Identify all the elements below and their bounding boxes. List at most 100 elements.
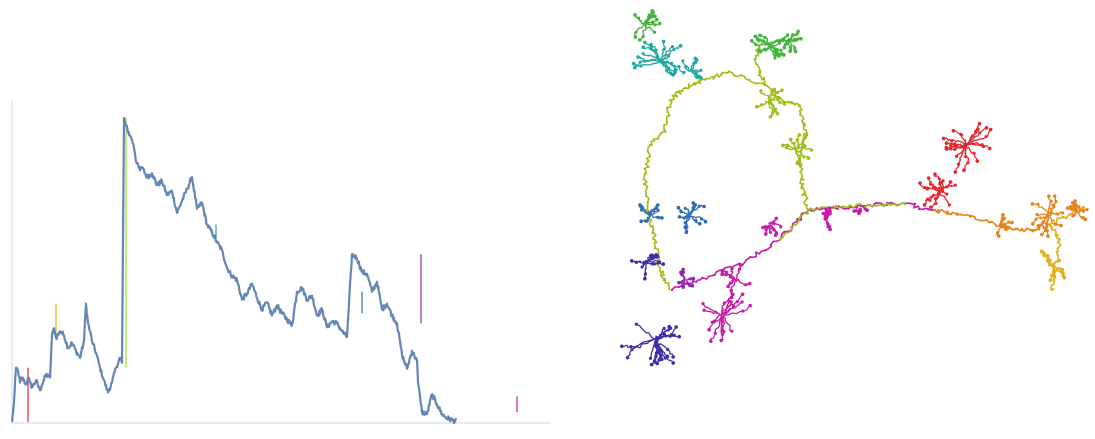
cluster-4-tip (1057, 258, 1061, 263)
cluster-18-tip (729, 289, 733, 293)
branch-yellow-tip-pt (1048, 223, 1052, 227)
branch-left-spine-pt (662, 279, 665, 282)
cluster-2-tip (1034, 217, 1038, 221)
cluster-10-tip (631, 61, 636, 66)
cluster-17-tip (730, 329, 734, 333)
branch-yellow-pt (1050, 284, 1053, 287)
branch-left-spine-pt (648, 143, 652, 147)
cluster-2-branch (1036, 213, 1049, 217)
trunk-mid-pt (803, 212, 807, 215)
branch-left-spine-pt (683, 86, 687, 90)
cluster-14-branch (691, 215, 703, 220)
cluster-14-tip (702, 204, 706, 209)
cluster-19-tip (774, 216, 779, 221)
cluster-1-branch (938, 178, 944, 192)
cluster-8-tip (768, 114, 773, 119)
trunk-upper-pt (893, 202, 896, 205)
cluster-7-branch (791, 38, 798, 43)
cluster-12-branch (682, 60, 690, 71)
branch-left-spine-pt (653, 238, 657, 242)
cluster-8-tip (771, 110, 775, 115)
branch-upper-green-pt (799, 170, 802, 173)
cluster-10-branch (658, 60, 680, 68)
cluster-16-tip (656, 349, 660, 353)
cluster-10-branch (657, 55, 670, 61)
cluster-18-tip (747, 281, 752, 286)
branch-left-spine-pt (650, 218, 653, 221)
cluster-20-tip (826, 222, 830, 226)
cluster-2-tip (1051, 203, 1055, 207)
cluster-1-tip (928, 182, 933, 186)
cluster-17-tip (709, 339, 713, 343)
cluster-17-tip (729, 295, 734, 300)
cluster-10-tip (669, 71, 673, 75)
cluster-0-tip (977, 121, 982, 126)
cluster-19-branch (763, 224, 773, 228)
cluster-15-tip (634, 260, 639, 264)
branch-to-teal-pt (696, 81, 699, 84)
cluster-10-tip (639, 64, 643, 68)
cluster-20-tip (827, 224, 832, 229)
trunk-mid-pt (778, 238, 782, 242)
trunk-violet-pt (713, 273, 716, 277)
trunk-violet (671, 201, 935, 291)
cluster-13-tip (638, 204, 643, 208)
cluster-7-tip (795, 37, 800, 41)
branch-to-teal-pt (715, 73, 718, 76)
cluster-7-tip (788, 46, 792, 50)
cluster-22-tip (688, 277, 693, 281)
branch-upper-green-pt (806, 208, 810, 212)
cluster-8-tip (780, 88, 784, 93)
trunk-orange-pt (969, 215, 972, 218)
cluster-2-tip (1049, 199, 1053, 203)
cluster-10-twig (673, 45, 681, 50)
branch-to-teal-pt (763, 83, 767, 87)
cluster-10-tip (654, 48, 658, 52)
trunk-orange-pt (937, 211, 940, 214)
trunk-violet-pt (701, 276, 704, 279)
branch-left-spine-pt (657, 252, 660, 255)
cluster-1-branch (924, 186, 941, 190)
cluster-13-tip (655, 206, 659, 211)
cluster-1-branch (930, 183, 942, 193)
cluster-15-tip (661, 262, 666, 266)
cluster-0-tip (975, 127, 980, 132)
cluster-20-tip (827, 206, 832, 211)
cluster-1-tip (937, 177, 941, 181)
trunk-violet-pt (875, 201, 878, 205)
cluster-9-tip (798, 163, 803, 167)
cluster-11-tip (637, 38, 642, 42)
cluster-15-branch (644, 259, 660, 264)
trunk-upper-pt (859, 202, 862, 206)
cluster-16-tip (655, 361, 660, 366)
cluster-22-tip (690, 283, 695, 288)
cluster-8-tip (770, 88, 774, 92)
cluster-9-tip (802, 137, 806, 141)
trunk-violet-pt (917, 207, 921, 211)
cluster-14-tip (691, 201, 696, 205)
cluster-16-branch (655, 337, 662, 356)
cluster-19-tip (772, 220, 776, 224)
trunk-upper-pt (898, 203, 901, 206)
trunk-orange (934, 208, 1051, 233)
branch-to-teal-pt (720, 72, 723, 75)
cluster-16-tip (629, 344, 633, 349)
branch-left-spine-pt (672, 98, 675, 101)
cluster-14-tip (691, 206, 695, 210)
cluster-18-tip (730, 267, 734, 271)
cluster-17-tip (740, 292, 745, 297)
cluster-16-tip (620, 344, 624, 349)
branch-yellow-tip-pt (1071, 211, 1074, 215)
cluster-7-tip (783, 42, 788, 47)
cluster-7-tip (791, 33, 795, 37)
branch-yellow-pt (1056, 241, 1059, 244)
branch-upper-green-pt (801, 193, 804, 197)
trunk-orange-pt (1033, 229, 1036, 232)
cluster-22-tip (681, 270, 686, 274)
cluster-11-branch (644, 14, 654, 24)
cluster-3-tip (1070, 201, 1075, 205)
cluster-5-tip (1001, 213, 1005, 217)
trunk-violet-pt (913, 202, 917, 205)
trunk-violet-pt (749, 255, 752, 259)
branch-left-spine-pt (663, 130, 666, 133)
